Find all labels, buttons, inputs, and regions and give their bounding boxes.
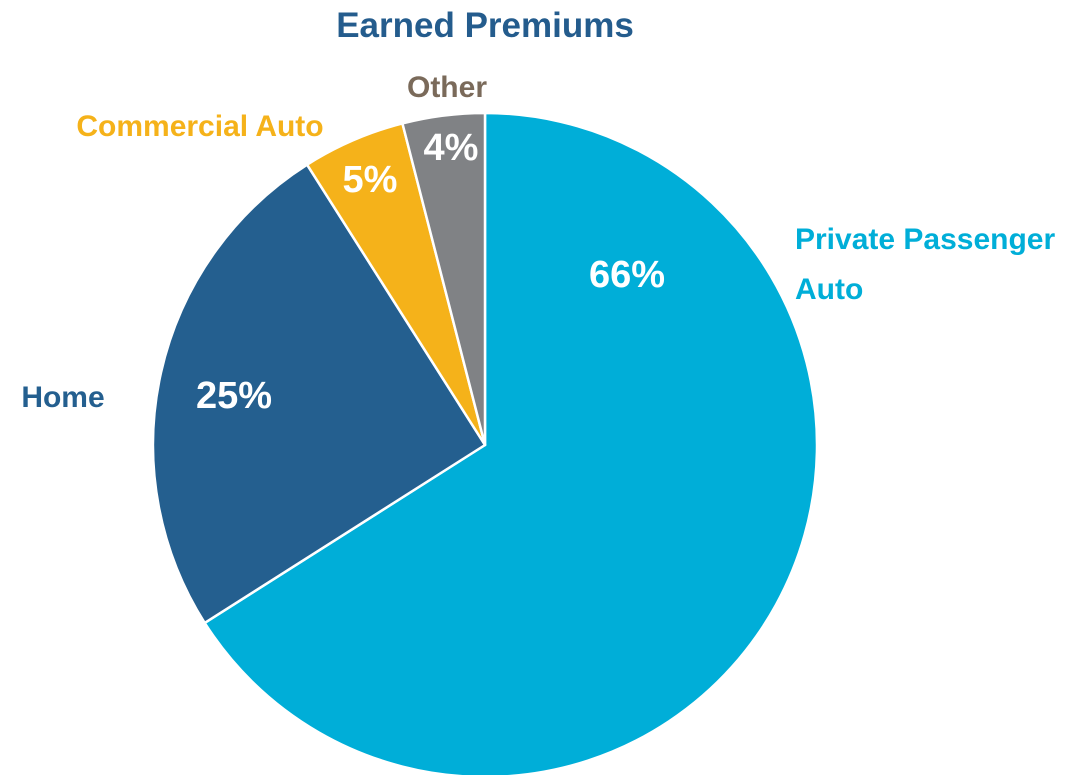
value-label: 4% [424,127,479,169]
pie-slice [151,163,487,625]
chart-title: Earned Premiums [336,6,634,45]
value-label: 66% [589,254,665,296]
value-label: 5% [343,159,398,201]
category-label: Commercial Auto [76,110,324,143]
category-label: Private Passenger Auto [795,223,1056,306]
value-label: 25% [196,375,272,417]
pie-slice [203,111,819,775]
category-label: Other [406,71,487,104]
pie-slice [401,111,487,447]
category-label: Home [21,381,105,414]
